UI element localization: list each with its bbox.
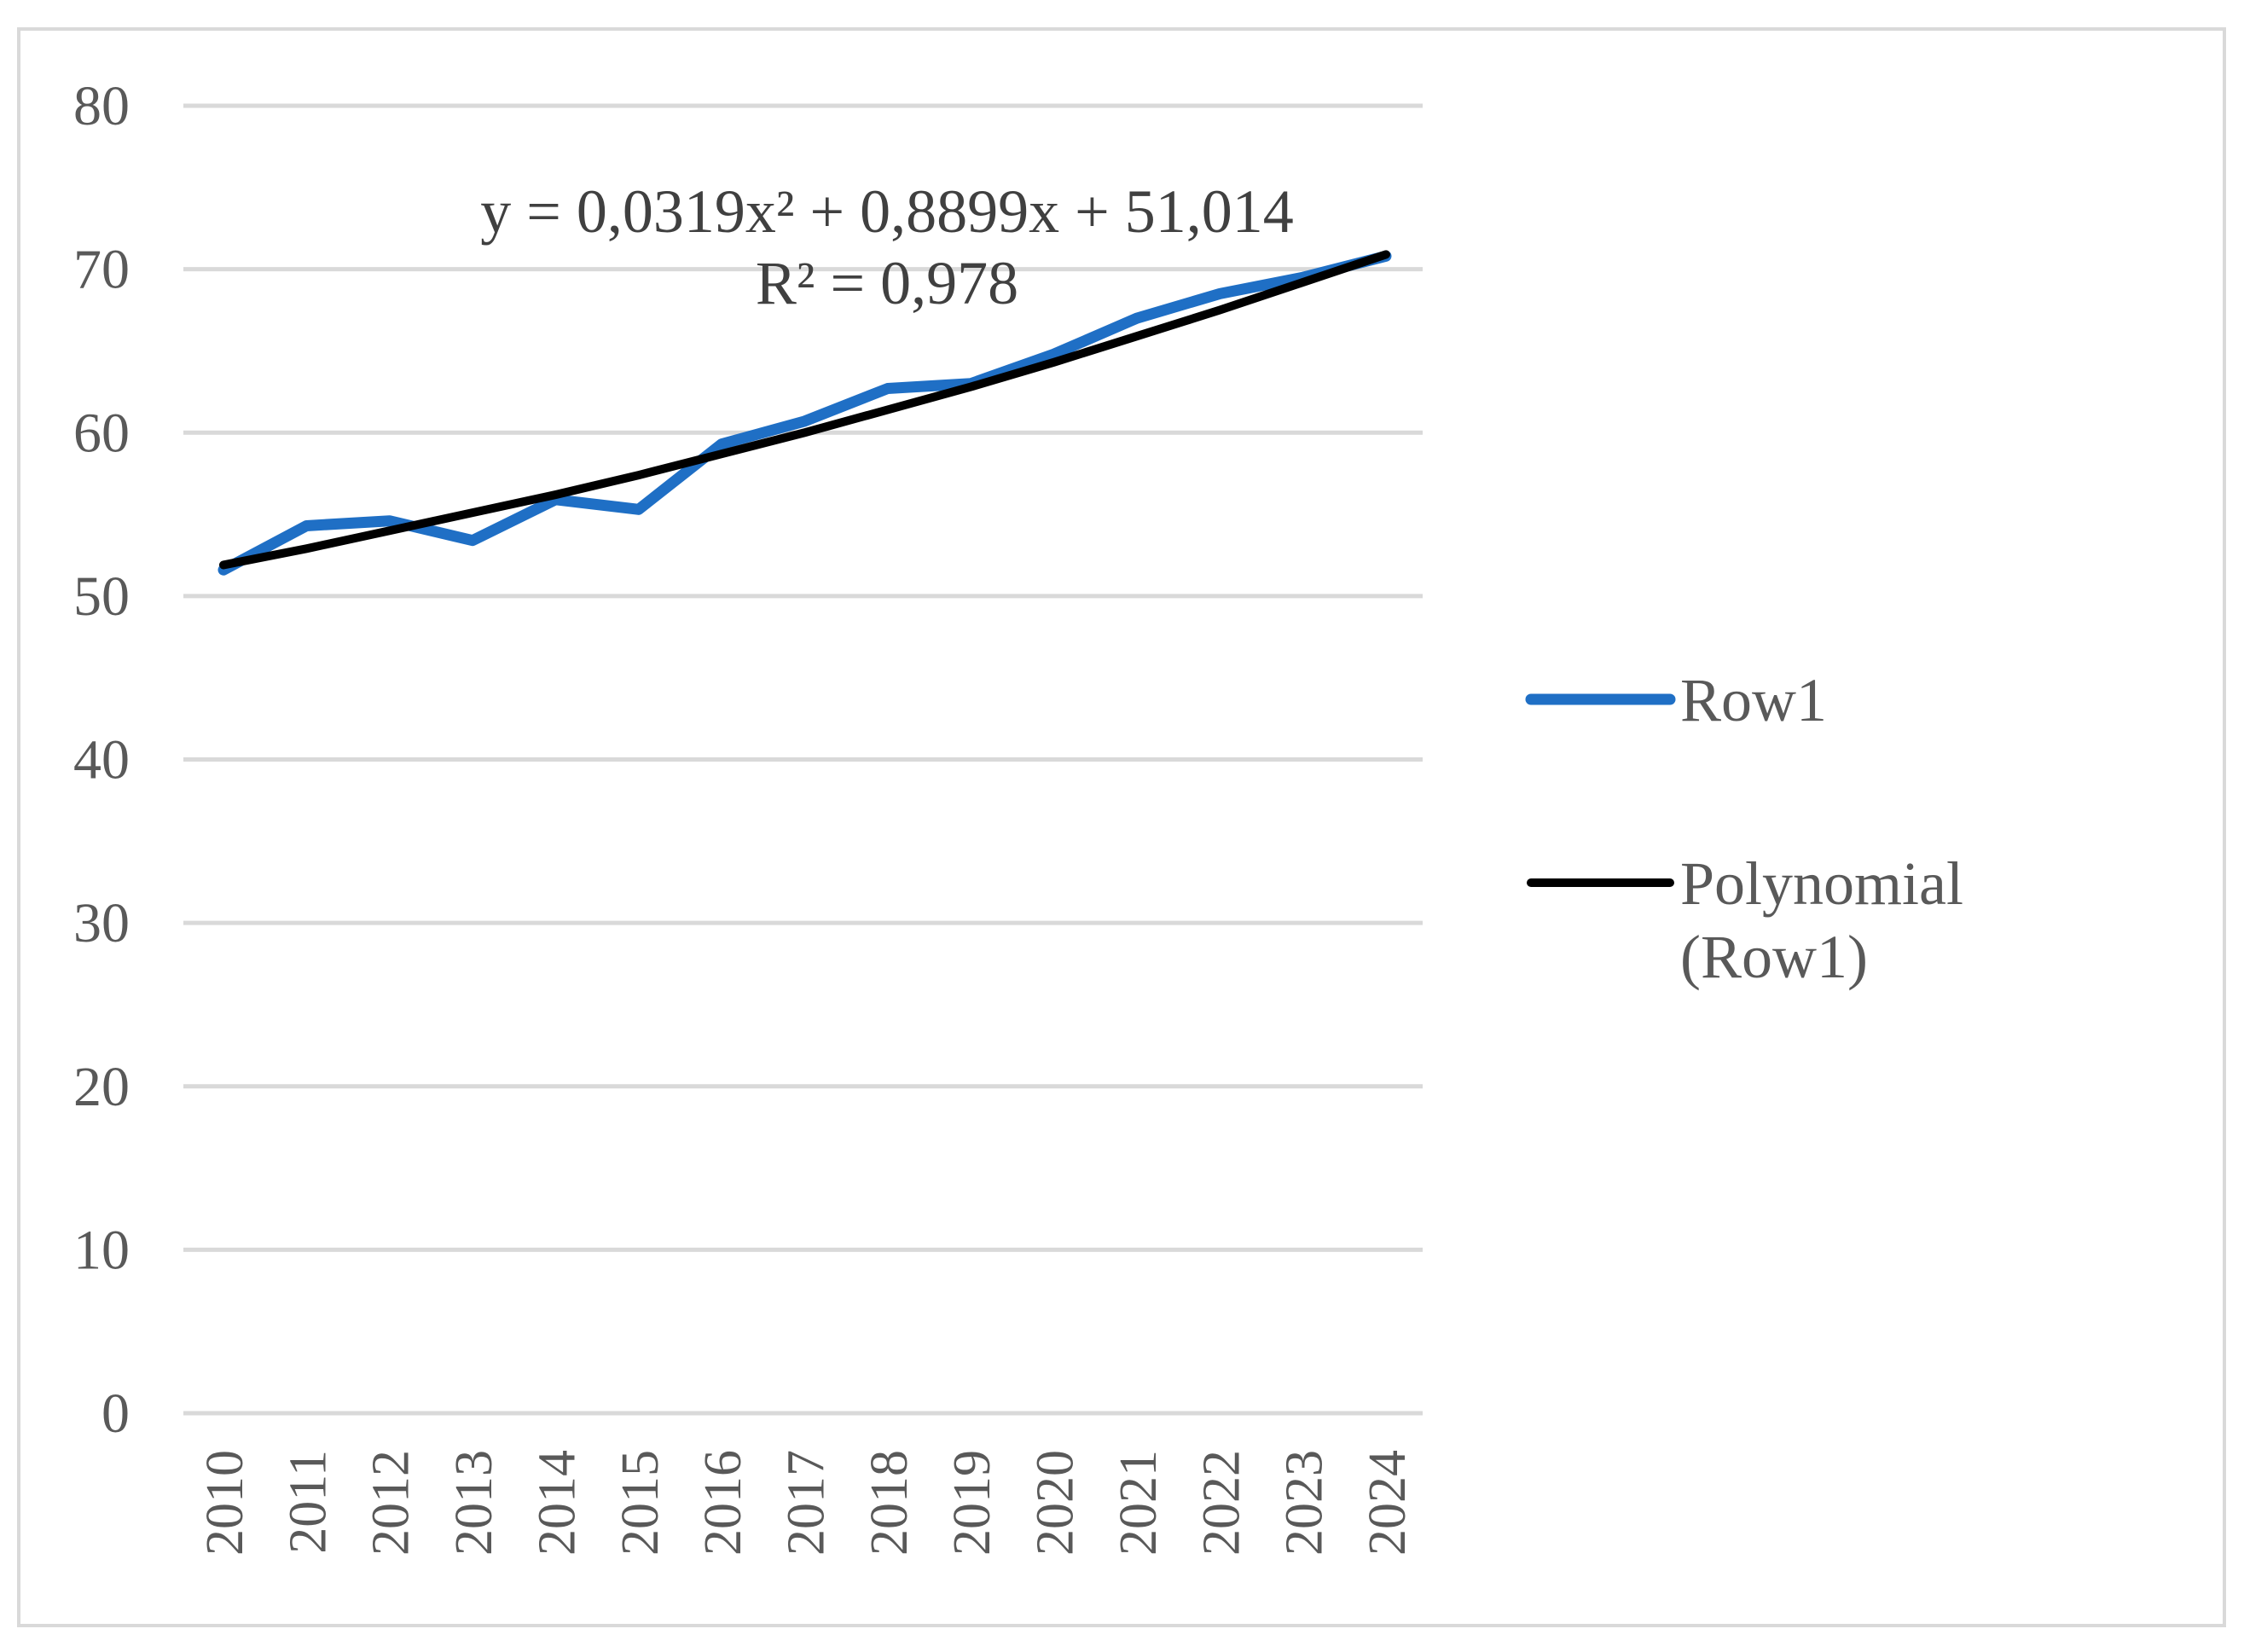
x-tick-label-2012: 2012	[362, 1450, 420, 1556]
x-tick-label-2010: 2010	[196, 1450, 254, 1556]
gridlines	[183, 103, 1423, 1416]
x-axis-ticks: 2010 2011 2012 2013 2014 2015 2016 2017 2018 2019…	[196, 1450, 1417, 1556]
x-tick-label-2023: 2023	[1276, 1450, 1334, 1556]
x-tick-label-2015: 2015	[612, 1450, 670, 1556]
x-tick-label-2017: 2017	[778, 1450, 836, 1556]
x-tick-label-2011: 2011	[279, 1450, 337, 1554]
y-tick-label-20: 20	[73, 1056, 130, 1118]
y-tick-label-10: 10	[73, 1219, 130, 1281]
x-tick-label-2022: 2022	[1192, 1450, 1250, 1556]
x-tick-label-2024: 2024	[1359, 1450, 1417, 1556]
y-tick-label-40: 40	[73, 729, 130, 791]
x-tick-label-2021: 2021	[1110, 1450, 1168, 1556]
legend: Row1 Polynomial (Row1)	[1525, 666, 1979, 991]
y-tick-label-80: 80	[73, 75, 130, 137]
y-tick-label-30: 30	[73, 892, 130, 954]
series-line-polynomial-trend	[219, 250, 1390, 570]
x-tick-label-2016: 2016	[694, 1450, 752, 1556]
y-tick-label-50: 50	[73, 565, 130, 628]
x-tick-label-2013: 2013	[445, 1450, 503, 1556]
y-tick-label-70: 70	[73, 239, 130, 301]
x-tick-label-2018: 2018	[861, 1450, 919, 1556]
trendline-equation: y = 0,0319x² + 0,8899x + 51,014	[480, 177, 1293, 246]
series-lines	[217, 250, 1392, 576]
legend-label-row1: Row1	[1680, 666, 1827, 734]
x-tick-label-2020: 2020	[1027, 1450, 1085, 1556]
y-tick-label-60: 60	[73, 402, 130, 464]
y-axis-ticks: 0 10 20 30 40 50 60 70 80	[73, 75, 130, 1445]
x-tick-label-2014: 2014	[528, 1450, 586, 1556]
x-tick-label-2019: 2019	[943, 1450, 1001, 1556]
trendline-r-squared: R² = 0,978	[756, 249, 1018, 317]
y-tick-label-0: 0	[101, 1382, 130, 1445]
chart-frame	[17, 27, 2226, 1627]
legend-label-polynomial: Polynomial (Row1)	[1680, 849, 1979, 991]
